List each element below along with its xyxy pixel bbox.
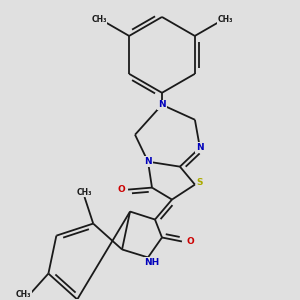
- Text: CH₃: CH₃: [91, 16, 107, 25]
- Text: NH: NH: [144, 258, 160, 267]
- Text: N: N: [144, 157, 152, 166]
- Text: O: O: [117, 185, 125, 194]
- Text: N: N: [158, 100, 166, 109]
- Text: N: N: [196, 143, 204, 152]
- Text: CH₃: CH₃: [217, 16, 233, 25]
- Text: CH₃: CH₃: [77, 188, 92, 196]
- Text: CH₃: CH₃: [16, 290, 32, 299]
- Text: O: O: [186, 237, 194, 246]
- Text: S: S: [196, 178, 203, 187]
